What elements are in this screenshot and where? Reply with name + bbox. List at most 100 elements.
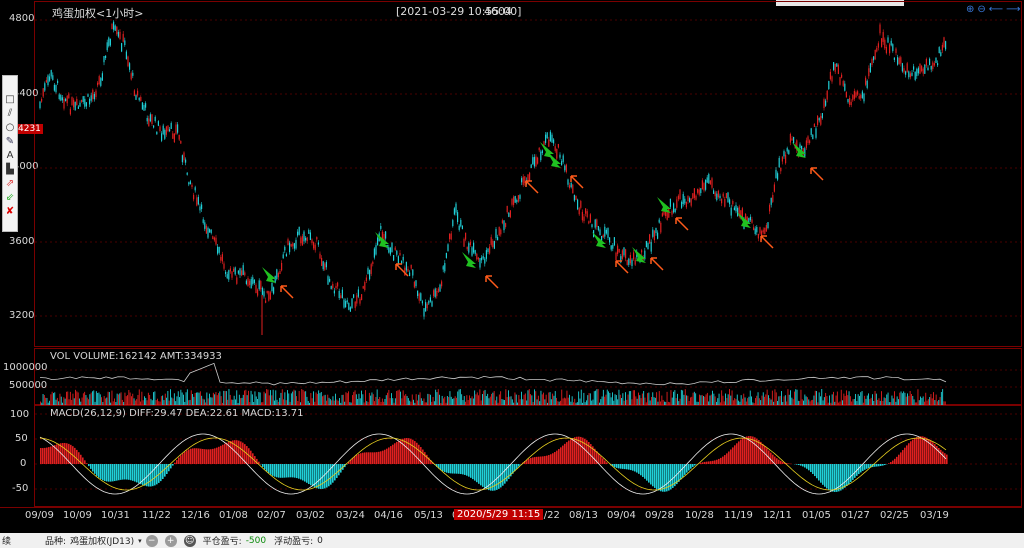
price-candle: [607, 227, 609, 238]
minus-icon[interactable]: −: [145, 534, 158, 547]
volume-bar: [128, 390, 130, 405]
volume-bar: [471, 396, 473, 405]
x-axis-label: 04/16: [374, 510, 403, 521]
face-icon[interactable]: ☺: [183, 534, 196, 547]
volume-bar: [719, 402, 721, 405]
price-candle: [239, 268, 241, 276]
macd-histogram-bar: [586, 440, 588, 464]
x-axis-label: 08/13: [569, 510, 598, 521]
macd-histogram-bar: [534, 457, 536, 464]
macd-histogram-bar: [892, 460, 894, 464]
volume-bar: [524, 393, 526, 405]
volume-bar: [708, 401, 710, 405]
volume-bar: [781, 391, 782, 405]
text-tool-icon[interactable]: A: [6, 149, 14, 161]
volume-bar: [677, 393, 678, 405]
volume-bar: [414, 402, 416, 405]
price-candle: [135, 95, 137, 100]
plus-icon[interactable]: +: [164, 534, 177, 547]
price-candle: [809, 140, 811, 144]
price-candle: [266, 290, 268, 294]
variety-value[interactable]: 鸡蛋加权(JD13): [70, 537, 135, 547]
macd-histogram-bar: [592, 446, 594, 464]
volume-bar: [99, 394, 101, 405]
volume-bar: [146, 400, 148, 405]
x-axis-label: 12/16: [181, 510, 210, 521]
price-candle: [815, 128, 817, 138]
price-candle: [401, 260, 403, 265]
volume-bar: [483, 390, 485, 405]
macd-histogram-bar: [128, 464, 130, 480]
volume-bar: [344, 401, 346, 405]
macd-histogram-bar: [314, 464, 316, 488]
fill-tool-icon[interactable]: ▙: [6, 163, 14, 175]
volume-bar: [541, 394, 543, 405]
macd-histogram-bar: [272, 464, 274, 476]
macd-histogram-bar: [54, 445, 56, 464]
macd-histogram-bar: [374, 452, 376, 464]
volume-bar: [736, 394, 738, 405]
price-candle: [693, 188, 695, 198]
arrow-up-tool-icon[interactable]: ⇗: [5, 177, 15, 189]
price-candle: [253, 279, 255, 284]
macd-histogram-bar: [552, 453, 554, 464]
price-candle: [623, 247, 625, 256]
price-candle: [557, 144, 559, 148]
zoom-out-icon[interactable]: ⊖: [977, 4, 986, 15]
volume-bar: [250, 390, 252, 405]
zoom-controls[interactable]: ⊕ ⊖ ⟵ ⟶: [966, 4, 1020, 15]
volume-bar: [861, 391, 863, 405]
volume-bar: [112, 401, 114, 405]
macd-histogram-bar: [432, 462, 434, 464]
macd-histogram-bar: [560, 447, 562, 464]
scroll-right-icon[interactable]: ⟶: [1006, 4, 1021, 15]
volume-bar: [569, 394, 570, 405]
price-candle: [895, 48, 897, 53]
rectangle-tool-icon[interactable]: □: [5, 93, 15, 105]
volume-bar: [924, 401, 925, 405]
macd-histogram-bar: [640, 464, 642, 476]
macd-histogram-bar: [888, 463, 890, 464]
price-candle: [901, 63, 903, 72]
price-candle: [361, 294, 363, 301]
price-candle: [100, 78, 102, 86]
price-candle: [42, 88, 44, 97]
macd-y-label: 100: [10, 409, 30, 420]
volume-bar: [944, 401, 946, 405]
parallel-lines-tool-icon[interactable]: ⫽: [7, 107, 13, 119]
price-candle: [498, 226, 500, 236]
macd-histogram-bar: [400, 439, 402, 464]
price-candle: [207, 227, 209, 238]
volume-bar: [199, 391, 201, 405]
volume-bar: [738, 400, 739, 405]
volume-bar: [179, 397, 180, 405]
ellipse-tool-icon[interactable]: ○: [5, 121, 15, 133]
macd-histogram-bar: [812, 464, 814, 474]
volume-bar: [778, 396, 780, 405]
price-candle: [162, 125, 164, 134]
price-pane[interactable]: [34, 1, 1022, 347]
volume-bar: [610, 397, 612, 405]
pen-tool-icon[interactable]: ✎: [5, 135, 15, 147]
macd-histogram-bar: [712, 460, 714, 464]
window-toolbar[interactable]: [776, 0, 904, 6]
delete-tool-icon[interactable]: ✘: [5, 205, 15, 217]
macd-pane[interactable]: [34, 405, 1022, 507]
scroll-left-icon[interactable]: ⟵: [988, 4, 1004, 15]
volume-bar: [695, 393, 697, 405]
macd-histogram-bar: [916, 437, 918, 464]
zoom-in-icon[interactable]: ⊕: [966, 4, 975, 15]
macd-histogram-bar: [874, 464, 876, 467]
macd-histogram-bar: [844, 464, 846, 488]
volume-bar: [814, 390, 816, 405]
price-candle: [773, 184, 775, 192]
volume-bar: [404, 395, 405, 405]
price-candle: [823, 99, 825, 109]
volume-bar: [206, 392, 208, 405]
arrow-down-tool-icon[interactable]: ⇙: [5, 191, 15, 203]
macd-histogram-bar: [368, 452, 370, 464]
volume-bar: [732, 400, 734, 405]
volume-bar: [336, 399, 338, 405]
price-candle: [905, 71, 907, 75]
dropdown-icon[interactable]: ▾: [138, 536, 142, 545]
